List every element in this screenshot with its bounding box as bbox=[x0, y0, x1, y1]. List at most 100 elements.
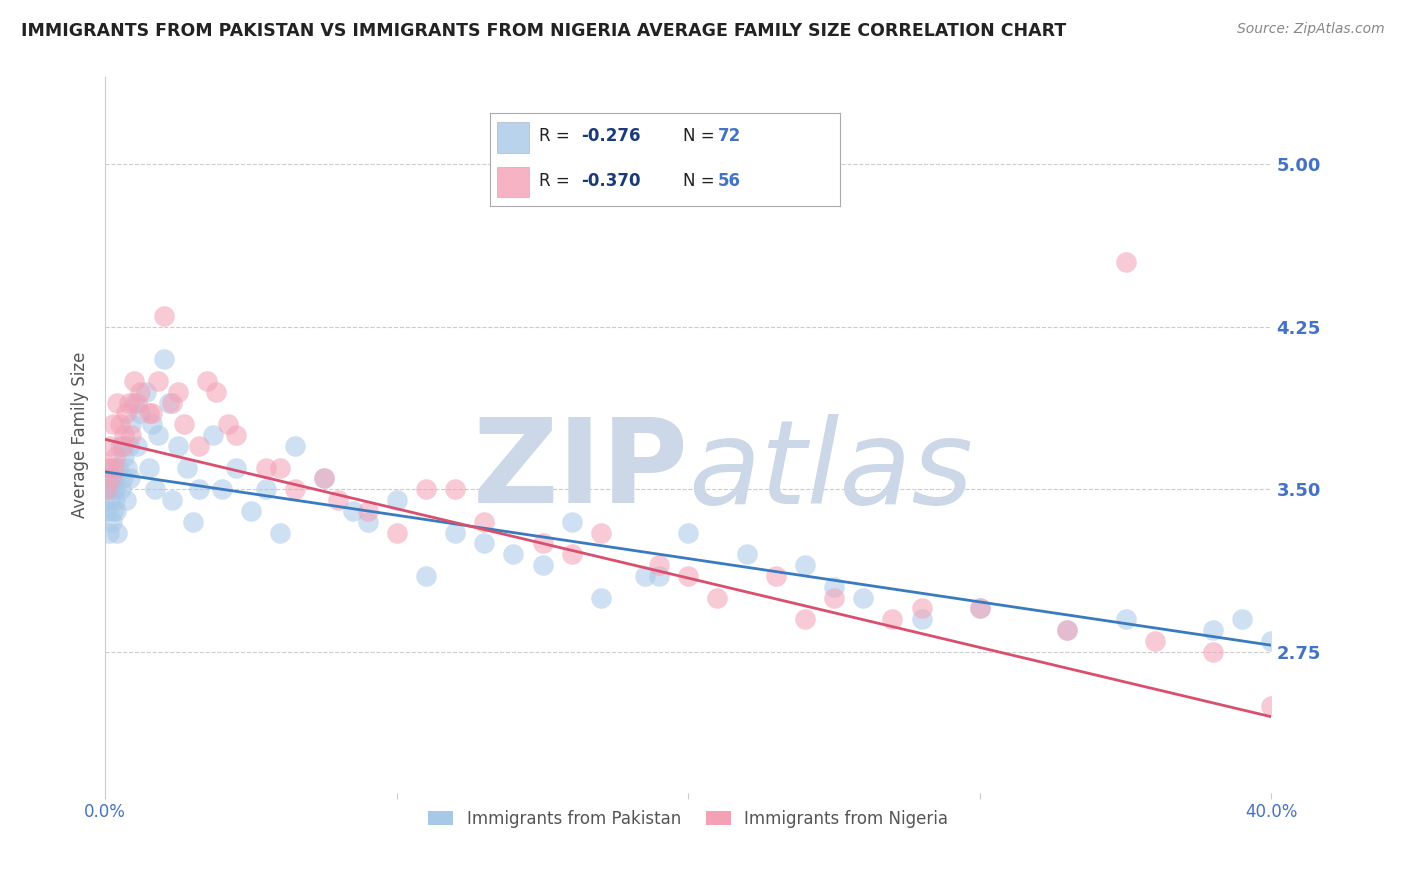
Point bbox=[129, 384, 152, 399]
Point bbox=[852, 591, 875, 605]
Point bbox=[98, 493, 121, 508]
Point bbox=[1202, 645, 1225, 659]
Point bbox=[1202, 623, 1225, 637]
Point bbox=[678, 525, 700, 540]
Point bbox=[114, 406, 136, 420]
Point bbox=[284, 482, 307, 496]
Point bbox=[96, 482, 118, 496]
Point bbox=[633, 569, 655, 583]
Point bbox=[138, 460, 160, 475]
Point bbox=[882, 612, 904, 626]
Point bbox=[312, 471, 335, 485]
Point bbox=[269, 460, 291, 475]
Point bbox=[531, 536, 554, 550]
Point bbox=[1056, 623, 1078, 637]
Point bbox=[794, 558, 817, 573]
Point bbox=[162, 493, 184, 508]
Point bbox=[706, 591, 728, 605]
Point bbox=[105, 504, 128, 518]
Legend: Immigrants from Pakistan, Immigrants from Nigeria: Immigrants from Pakistan, Immigrants fro… bbox=[422, 803, 955, 834]
Point bbox=[1260, 634, 1282, 648]
Point bbox=[108, 439, 131, 453]
Point bbox=[124, 374, 146, 388]
Point bbox=[127, 395, 149, 409]
Point bbox=[181, 515, 204, 529]
Point bbox=[187, 482, 209, 496]
Point bbox=[823, 591, 845, 605]
Point bbox=[328, 493, 350, 508]
Point bbox=[135, 384, 157, 399]
Point bbox=[385, 525, 408, 540]
Point bbox=[1260, 698, 1282, 713]
Point bbox=[1115, 612, 1137, 626]
Point bbox=[120, 417, 142, 432]
Point bbox=[254, 482, 277, 496]
Point bbox=[794, 612, 817, 626]
Point bbox=[110, 482, 132, 496]
Point bbox=[969, 601, 991, 615]
Point bbox=[96, 504, 118, 518]
Point bbox=[217, 417, 239, 432]
Point bbox=[173, 417, 195, 432]
Point bbox=[112, 450, 135, 464]
Point bbox=[100, 460, 122, 475]
Point bbox=[531, 558, 554, 573]
Point bbox=[678, 569, 700, 583]
Point bbox=[202, 428, 225, 442]
Point bbox=[105, 525, 128, 540]
Point bbox=[138, 406, 160, 420]
Point bbox=[105, 395, 128, 409]
Point bbox=[561, 547, 583, 561]
Point bbox=[589, 525, 612, 540]
Point bbox=[120, 428, 142, 442]
Point bbox=[117, 439, 139, 453]
Point bbox=[187, 439, 209, 453]
Point bbox=[284, 439, 307, 453]
Point bbox=[356, 504, 378, 518]
Point bbox=[269, 525, 291, 540]
Point bbox=[385, 493, 408, 508]
Point bbox=[444, 525, 467, 540]
Point bbox=[100, 471, 122, 485]
Point bbox=[254, 460, 277, 475]
Point bbox=[211, 482, 233, 496]
Point bbox=[101, 504, 124, 518]
Point bbox=[415, 569, 437, 583]
Point bbox=[103, 471, 125, 485]
Point bbox=[472, 515, 495, 529]
Point bbox=[103, 482, 125, 496]
Point bbox=[101, 417, 124, 432]
Point bbox=[735, 547, 758, 561]
Point bbox=[312, 471, 335, 485]
Point bbox=[118, 471, 141, 485]
Point bbox=[502, 547, 524, 561]
Point bbox=[589, 591, 612, 605]
Point bbox=[141, 417, 163, 432]
Point bbox=[1056, 623, 1078, 637]
Text: ZIP: ZIP bbox=[472, 413, 689, 528]
Point bbox=[115, 460, 138, 475]
Point bbox=[472, 536, 495, 550]
Point bbox=[561, 515, 583, 529]
Point bbox=[152, 352, 174, 367]
Point bbox=[146, 428, 169, 442]
Y-axis label: Average Family Size: Average Family Size bbox=[72, 351, 89, 518]
Point bbox=[152, 309, 174, 323]
Point bbox=[910, 612, 932, 626]
Point bbox=[97, 471, 120, 485]
Point bbox=[96, 482, 118, 496]
Point bbox=[124, 395, 146, 409]
Point bbox=[117, 395, 139, 409]
Point bbox=[225, 428, 247, 442]
Point bbox=[1232, 612, 1254, 626]
Point bbox=[969, 601, 991, 615]
Point bbox=[103, 460, 125, 475]
Point bbox=[104, 482, 127, 496]
Point bbox=[910, 601, 932, 615]
Point bbox=[1143, 634, 1166, 648]
Point bbox=[100, 482, 122, 496]
Point bbox=[823, 580, 845, 594]
Text: Source: ZipAtlas.com: Source: ZipAtlas.com bbox=[1237, 22, 1385, 37]
Point bbox=[100, 515, 122, 529]
Point bbox=[415, 482, 437, 496]
